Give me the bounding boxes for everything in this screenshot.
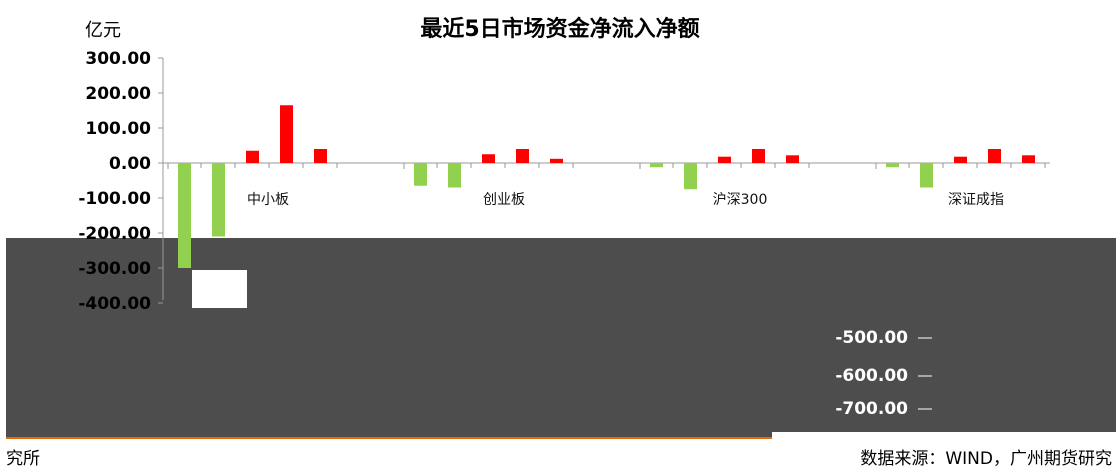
y-tick-label: -100.00 <box>78 189 151 209</box>
bar-创业板-5 <box>550 158 563 163</box>
y-axis-unit: 亿元 <box>85 20 121 41</box>
bar-深证成指-2 <box>920 163 933 188</box>
bar-中小板-4 <box>280 105 293 163</box>
lower-tick-label: -600.00 <box>835 366 908 386</box>
bar-创业板-1 <box>414 163 427 186</box>
bar-创业板-4 <box>516 149 529 163</box>
dark-panel <box>6 238 1116 438</box>
axis-layer <box>158 57 1050 410</box>
y-tick-label: 300.00 <box>85 49 151 69</box>
y-tick-label: 100.00 <box>85 119 151 139</box>
label-layer: 300.00 200.00 100.00 0.00 -100.00 -200.00 -300… <box>78 49 1004 419</box>
bar-深证成指-3 <box>954 156 967 163</box>
category-label: 创业板 <box>483 192 525 208</box>
bar-深证成指-1 <box>886 163 899 168</box>
overlay-box <box>192 270 247 308</box>
y-tick-label: -200.00 <box>78 224 151 244</box>
bar-沪深300-1 <box>650 163 663 168</box>
bar-深证成指-4 <box>988 149 1001 163</box>
bar-沪深300-3 <box>718 156 731 163</box>
bar-中小板-2 <box>212 163 225 237</box>
y-tick-label: -300.00 <box>78 259 151 279</box>
category-label: 中小板 <box>247 192 289 208</box>
y-tick-label: 0.00 <box>109 154 151 174</box>
chart-title: 最近5日市场资金净流入净额 <box>420 16 699 42</box>
category-label: 沪深300 <box>713 192 768 208</box>
bar-沪深300-5 <box>786 155 799 163</box>
bar-沪深300-4 <box>752 149 765 163</box>
bar-深证成指-5 <box>1022 155 1035 163</box>
panel-notch <box>772 432 1118 438</box>
bar-中小板-1 <box>178 163 191 268</box>
bar-创业板-3 <box>482 154 495 163</box>
bar-创业板-2 <box>448 163 461 188</box>
footer-source-text: 数据来源：WIND，广州期货研究 <box>860 449 1112 469</box>
y-tick-label: -400.00 <box>78 294 151 314</box>
bar-沪深300-2 <box>684 163 697 190</box>
footer-left-text: 究所 <box>6 449 40 469</box>
bar-layer <box>178 105 1035 308</box>
y-tick-label: 200.00 <box>85 84 151 104</box>
bar-中小板-5 <box>314 149 327 163</box>
bar-中小板-3 <box>246 150 259 163</box>
lower-tick-label: -500.00 <box>835 328 908 348</box>
lower-tick-label: -700.00 <box>835 399 908 419</box>
category-label: 深证成指 <box>948 192 1004 208</box>
